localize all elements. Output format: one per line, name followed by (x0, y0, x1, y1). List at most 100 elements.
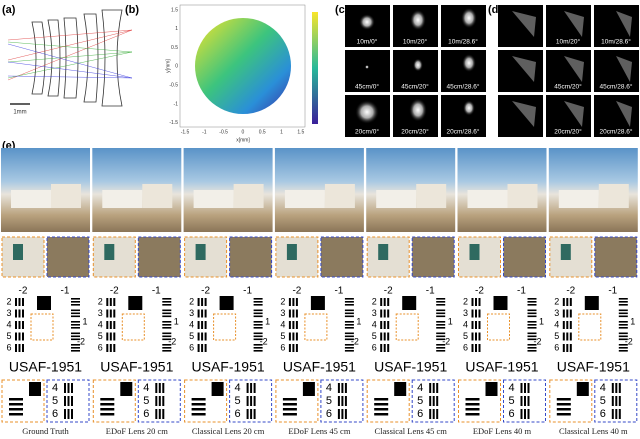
usaf-bar (527, 332, 537, 335)
usaf-bar (100, 408, 115, 411)
usaf-bar (527, 338, 537, 341)
usaf-bar (380, 344, 383, 352)
usaf-bar (527, 383, 530, 393)
usaf-bar (162, 344, 172, 346)
usaf-bar (295, 321, 298, 329)
usaf-bar (618, 315, 628, 318)
usaf-bar (295, 298, 298, 306)
usaf-bar (618, 327, 628, 329)
usaf-bar (197, 298, 200, 306)
usaf-row: 3 (372, 308, 377, 318)
usaf-bar (520, 383, 523, 393)
usaf-bar (478, 344, 481, 352)
usaf-bar (341, 409, 344, 419)
usaf-bar (436, 409, 439, 419)
panel-label: (b) (125, 4, 139, 16)
usaf-bar (556, 403, 571, 406)
usaf-title: USAF-1951 (557, 359, 630, 375)
building (558, 190, 599, 208)
usaf-bar (471, 298, 474, 306)
usaf-bar (106, 298, 109, 306)
x-tick-label: 0.5 (259, 129, 266, 135)
usaf-bar (158, 409, 161, 419)
usaf-row: 3 (463, 308, 468, 318)
usaf-square (128, 296, 143, 310)
scale-label: 1mm (13, 110, 26, 116)
usaf-bar (527, 315, 537, 318)
usaf-bar (618, 324, 628, 326)
usaf-zoom-row: 4 (143, 382, 149, 394)
usaf-bar (383, 332, 386, 341)
psf-label: 20cm/0° (355, 128, 379, 136)
usaf-bar (197, 332, 200, 341)
usaf-bar (344, 332, 354, 335)
usaf-bar (253, 321, 263, 323)
usaf-zoom-row: 4 (235, 382, 241, 394)
usaf-bar (22, 332, 24, 341)
psf-spot (365, 65, 369, 69)
usaf-bar (344, 301, 354, 303)
usaf-bar (162, 409, 165, 419)
psf-image (546, 95, 591, 137)
psf-spot (462, 53, 476, 73)
usaf-bar (475, 344, 477, 352)
usaf-bar (162, 327, 172, 329)
usaf-zoom-box (395, 313, 419, 341)
column-caption: EDoF Lens 45 cm (288, 426, 350, 436)
usaf-row: 3 (189, 308, 194, 318)
usaf-row: 2 (189, 296, 194, 306)
usaf-bar (429, 383, 432, 393)
usaf-bar (611, 409, 614, 419)
usaf-bar (201, 321, 204, 329)
usaf-zoom-row: 4 (600, 382, 606, 394)
usaf-bar (432, 396, 435, 406)
usaf-group: -1 (426, 286, 435, 297)
usaf-bar (162, 396, 165, 406)
usaf-bar (109, 309, 112, 318)
usaf-bar (71, 347, 80, 349)
usaf-bar (556, 413, 571, 416)
usaf-bar (282, 408, 297, 411)
usaf-bar (71, 344, 80, 346)
usaf-bar (618, 298, 628, 300)
usaf-zoom-row: 4 (326, 382, 332, 394)
usaf-bar (22, 321, 24, 329)
usaf-row: 6 (372, 342, 377, 352)
usaf-bar (71, 383, 73, 393)
usaf-bar (71, 332, 80, 335)
usaf-bar (436, 301, 446, 303)
building (467, 190, 508, 208)
usaf-bar (344, 327, 354, 329)
building (193, 190, 234, 208)
usaf-bar (618, 350, 628, 352)
usaf-bar (197, 321, 200, 329)
usaf-bar (566, 344, 569, 352)
usaf-row: 4 (280, 319, 285, 329)
usaf-bar (618, 335, 628, 338)
usaf-bar (9, 413, 23, 416)
usaf-group: -2 (475, 286, 484, 297)
usaf-bar (71, 335, 80, 338)
usaf-bar (22, 298, 24, 306)
usaf-bar (253, 344, 263, 346)
psf-label: 10m/20° (403, 38, 428, 46)
psf-label: 45cm/0° (355, 83, 379, 91)
psf-label: 10m/28.6° (448, 38, 478, 46)
x-tick-label: -1.5 (181, 129, 190, 135)
usaf-bar (618, 309, 628, 312)
psf-spot (409, 98, 427, 122)
usaf-bar (18, 321, 21, 329)
usaf-bar (100, 413, 115, 416)
usaf-bar (341, 383, 344, 393)
usaf-bar (337, 383, 340, 393)
usaf-row: 5 (463, 331, 468, 341)
usaf-square (584, 296, 599, 310)
usaf-row: 6 (463, 342, 468, 352)
usaf-bar (15, 298, 17, 306)
usaf-zoom-row: 5 (143, 395, 149, 407)
usaf-bar (71, 309, 80, 312)
panel-label: (a) (2, 4, 16, 16)
usaf-bar (344, 304, 354, 306)
usaf-bar (113, 298, 116, 306)
